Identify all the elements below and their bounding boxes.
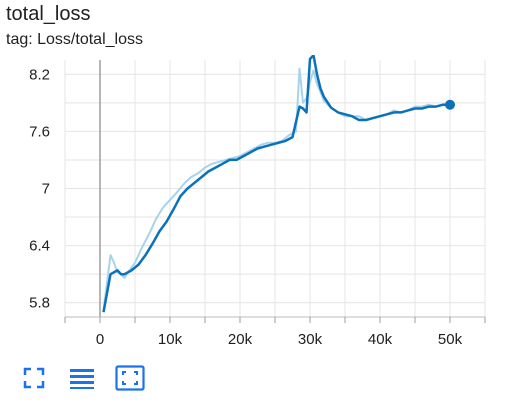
x-tick-label: 30k bbox=[298, 331, 323, 348]
y-tick-label: 8.2 bbox=[29, 66, 50, 83]
y-axis: 5.8 6.4 7 7.6 8.2 bbox=[29, 66, 50, 311]
y-tick-label: 7 bbox=[42, 181, 50, 198]
smoothed-series-line bbox=[102, 55, 450, 313]
y-tick-label: 7.6 bbox=[29, 123, 50, 140]
chart-toolbar bbox=[18, 362, 146, 394]
card-title: total_loss bbox=[6, 3, 91, 25]
toggle-log-scale-button[interactable] bbox=[66, 362, 98, 394]
y-tick-label: 5.8 bbox=[29, 295, 50, 312]
loss-chart[interactable]: 5.8 6.4 7 7.6 8.2 0 10k 20k 30k 40k 50k bbox=[0, 55, 518, 355]
x-tick-label: 10k bbox=[158, 331, 183, 348]
x-tick-label: 20k bbox=[228, 331, 253, 348]
series-layer bbox=[102, 55, 455, 313]
fit-domain-icon bbox=[115, 365, 145, 391]
fullscreen-button[interactable] bbox=[18, 362, 50, 394]
fullscreen-icon bbox=[23, 367, 45, 389]
x-tick-label: 0 bbox=[96, 331, 104, 348]
y-tick-label: 6.4 bbox=[29, 238, 50, 255]
chart-grid bbox=[64, 60, 486, 318]
x-tick-label: 40k bbox=[368, 331, 393, 348]
x-tick-label: 50k bbox=[438, 331, 463, 348]
x-axis: 0 10k 20k 30k 40k 50k bbox=[64, 317, 486, 348]
list-lines-icon bbox=[70, 369, 94, 389]
last-point-marker bbox=[445, 99, 455, 110]
card-tag: tag: Loss/total_loss bbox=[6, 31, 143, 48]
fit-domain-button[interactable] bbox=[114, 362, 146, 394]
